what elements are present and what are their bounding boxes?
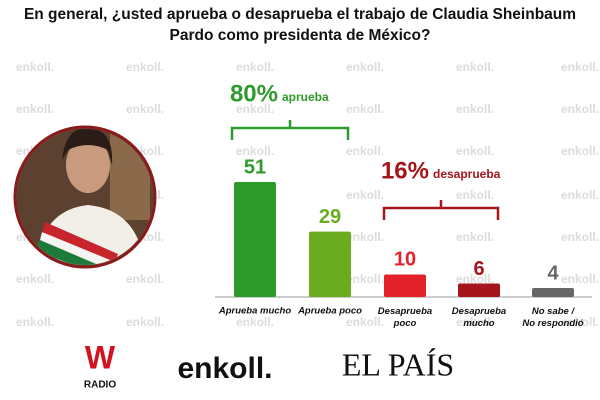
bar [458, 283, 500, 297]
watermark: enkoll. [346, 272, 384, 286]
radio-text: RADIO [84, 380, 116, 391]
x-tick-label: Aprueba mucho [218, 306, 292, 317]
watermark: enkoll. [456, 272, 494, 286]
bar [532, 287, 574, 297]
watermark: enkoll. [236, 102, 274, 116]
watermark: enkoll. [561, 188, 599, 202]
watermark: enkoll. [561, 272, 599, 286]
annotation-label: desaprueba [433, 167, 501, 181]
value-label: 10 [394, 249, 416, 271]
photo [17, 129, 153, 265]
watermark: enkoll. [346, 60, 384, 74]
x-tick-label: Desaprueba poco [378, 306, 432, 329]
watermark: enkoll. [561, 315, 599, 329]
bar [309, 231, 351, 297]
x-tick-label: No sabe / No respondió [522, 306, 583, 329]
watermark: enkoll. [456, 102, 494, 116]
watermark: enkoll. [126, 60, 164, 74]
annotation-label: aprueba [282, 90, 329, 104]
annotation-value: 16% [381, 157, 429, 184]
pollster-logo: enkoll. [177, 352, 272, 385]
bar [234, 182, 276, 297]
watermark: enkoll. [236, 315, 274, 329]
watermark: enkoll. [236, 60, 274, 74]
x-tick-label: Desaprueba mucho [452, 306, 506, 329]
watermark: enkoll. [561, 102, 599, 116]
bar [384, 274, 426, 297]
bracket [382, 200, 500, 220]
watermark: enkoll. [16, 60, 54, 74]
watermark: enkoll. [456, 60, 494, 74]
watermark: enkoll. [16, 315, 54, 329]
watermark: enkoll. [126, 102, 164, 116]
watermark: enkoll. [16, 102, 54, 116]
watermark: enkoll. [346, 188, 384, 202]
watermark: enkoll. [346, 144, 384, 158]
watermark: enkoll. [16, 272, 54, 286]
watermark: enkoll. [456, 188, 494, 202]
watermark: enkoll. [456, 315, 494, 329]
x-tick-label: Aprueba poco [297, 306, 362, 317]
newspaper-logo: EL PAÍS [342, 346, 454, 382]
watermark: enkoll. [236, 144, 274, 158]
bracket [230, 120, 350, 140]
annotation-value: 80% [230, 80, 278, 107]
watermark: enkoll. [561, 144, 599, 158]
watermark: enkoll. [561, 60, 599, 74]
watermark: enkoll. [456, 230, 494, 244]
value-label: 51 [244, 156, 266, 178]
watermark: enkoll. [456, 144, 494, 158]
watermark: enkoll. [126, 272, 164, 286]
watermark: enkoll. [126, 315, 164, 329]
radio-logo: W [85, 339, 116, 375]
watermark: enkoll. [346, 230, 384, 244]
value-label: 29 [319, 206, 341, 228]
watermark: enkoll. [561, 230, 599, 244]
watermark: enkoll. [346, 102, 384, 116]
value-label: 4 [547, 262, 559, 284]
chart-title: En general, ¿usted aprueba o desaprueba … [23, 6, 577, 44]
value-label: 6 [473, 258, 484, 280]
watermark: enkoll. [346, 315, 384, 329]
